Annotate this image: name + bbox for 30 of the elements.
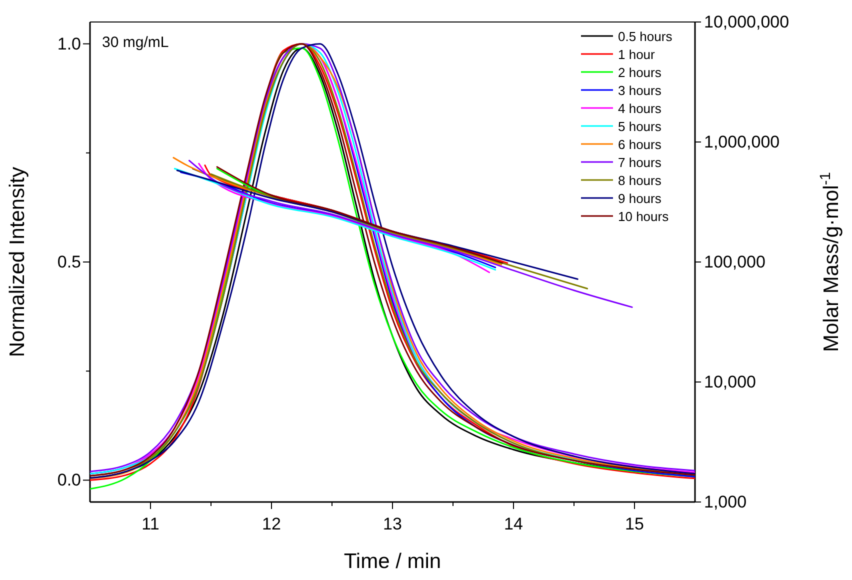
legend-label: 9 hours xyxy=(618,191,662,206)
line-series xyxy=(198,162,490,274)
y2-tick-label: 10,000 xyxy=(704,372,756,392)
y-tick-label: 0.0 xyxy=(57,470,81,490)
line-series xyxy=(176,170,578,280)
legend-label: 4 hours xyxy=(618,101,662,116)
legend-label: 7 hours xyxy=(618,155,662,170)
annotation: 30 mg/mL xyxy=(102,34,169,51)
y-axis-title: Normalized Intensity xyxy=(6,166,29,358)
x-tick-label: 11 xyxy=(142,514,160,534)
x-tick-label: 13 xyxy=(383,514,402,534)
y-tick-label: 1.0 xyxy=(57,34,81,54)
legend-label: 5 hours xyxy=(618,119,662,134)
x-tick-label: 12 xyxy=(262,514,281,534)
legend-label: 6 hours xyxy=(618,137,662,152)
y2-tick-label: 1,000 xyxy=(704,492,747,512)
legend-label: 0.5 hours xyxy=(618,29,673,44)
legend-label: 1 hour xyxy=(618,47,656,62)
legend-label: 2 hours xyxy=(618,65,662,80)
y2-tick-label: 100,000 xyxy=(704,252,766,272)
legend-label: 8 hours xyxy=(618,173,662,188)
y2-tick-label: 1,000,000 xyxy=(704,132,780,152)
y2-tick-label: 10,000,000 xyxy=(704,12,790,32)
y-tick-label: 0.5 xyxy=(57,252,81,272)
legend-label: 3 hours xyxy=(618,83,662,98)
line-series xyxy=(210,173,588,290)
legend-label: 10 hours xyxy=(618,209,670,224)
x-tick-label: 15 xyxy=(625,514,644,534)
x-tick-label: 14 xyxy=(504,514,523,534)
x-axis-title: Time / min xyxy=(344,550,442,573)
